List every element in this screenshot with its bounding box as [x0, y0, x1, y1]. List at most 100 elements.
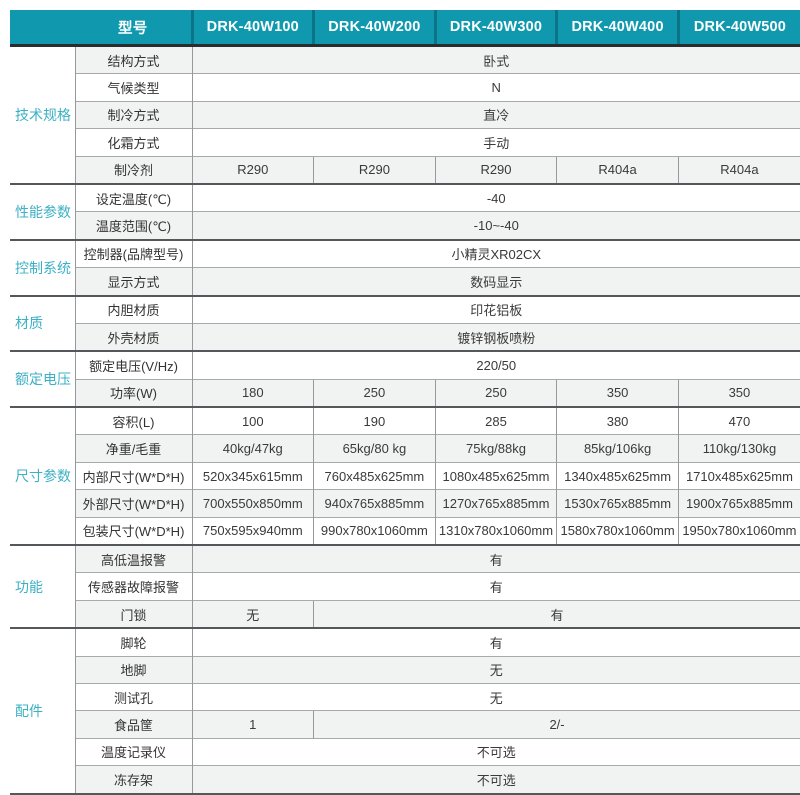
row-label: 高低温报警	[74, 544, 192, 573]
value-cell: 520x345x615mm	[191, 461, 314, 490]
table-row: 传感器故障报警有	[10, 572, 800, 601]
row-label: 结构方式	[74, 44, 192, 74]
category-label: 材质	[10, 294, 75, 352]
header-row: 型号 DRK-40W100 DRK-40W200 DRK-40W300 DRK-…	[10, 10, 800, 47]
row-label: 设定温度(℃)	[74, 182, 192, 212]
value-cell: 无	[191, 655, 800, 684]
row-label: 传感器故障报警	[74, 572, 192, 601]
table-row: 冻存架 不可选	[10, 765, 800, 794]
value-cell: N	[191, 73, 800, 102]
value-cell: 75kg/88kg	[434, 434, 557, 463]
value-cell: 不可选	[191, 765, 800, 794]
value-cell: 85kg/106kg	[556, 434, 679, 463]
value-cell: 470	[677, 406, 800, 435]
table-row: 配件 脚轮有	[10, 627, 800, 794]
table-row: 显示方式 数码显示	[10, 267, 800, 296]
model-name-header: DRK-40W500	[676, 10, 800, 47]
value-cell: 有	[191, 627, 800, 657]
table-row: 包装尺寸(W*D*H) 750x595x940mm 990x780x1060mm 13…	[10, 516, 800, 546]
value-cell: 285	[434, 406, 557, 435]
table-row: 温度记录仪 不可选	[10, 737, 800, 766]
spec-table-body: 技术规格 结构方式 卧式 气候类型 N 制冷方式 直冷 化霜方式 手动 制冷剂 R290 R290 R2…	[10, 44, 800, 794]
value-cell: 1580x780x1060mm	[556, 516, 679, 546]
row-label: 测试孔	[74, 682, 192, 711]
value-cell: 1710x485x625mm	[677, 461, 800, 490]
value-cell: 直冷	[191, 100, 800, 129]
value-cell: 110kg/130kg	[677, 434, 800, 463]
model-column-label: 型号	[75, 10, 192, 47]
table-row: 制冷剂 R290 R290 R290 R404a R404a	[10, 155, 800, 184]
value-cell: 220/50	[191, 350, 800, 380]
row-label: 外壳材质	[74, 322, 192, 352]
row-label: 容积(L)	[74, 406, 192, 435]
value-cell: 1	[191, 710, 314, 739]
spec-table: 型号 DRK-40W100 DRK-40W200 DRK-40W300 DRK-…	[10, 10, 800, 795]
table-row: 制冷方式 直冷	[10, 100, 800, 129]
table-row: 控制系统 控制器(品牌型号) 小精灵XR02CX	[10, 238, 800, 296]
header-spacer-cell	[10, 10, 75, 47]
table-row: 食品筐 1 2/-	[10, 710, 800, 739]
value-cell: 990x780x1060mm	[313, 516, 436, 546]
category-label: 功能	[10, 544, 75, 629]
row-label: 地脚	[74, 655, 192, 684]
row-label: 温度记录仪	[74, 737, 192, 766]
value-cell: 180	[191, 378, 314, 408]
model-name-header: DRK-40W100	[190, 10, 314, 47]
value-cell: 250	[434, 378, 557, 408]
table-row: 功能 高低温报警有	[10, 544, 800, 629]
value-cell: 1530x765x885mm	[556, 489, 679, 518]
row-label: 温度范围(℃)	[74, 211, 192, 240]
row-label: 内部尺寸(W*D*H)	[74, 461, 192, 490]
value-cell: 无	[191, 682, 800, 711]
value-cell: 1270x765x885mm	[434, 489, 557, 518]
row-label: 显示方式	[74, 267, 192, 296]
table-row: 技术规格 结构方式 卧式	[10, 44, 800, 184]
value-cell: 有	[313, 599, 800, 629]
value-cell: R290	[191, 155, 314, 184]
row-label: 外部尺寸(W*D*H)	[74, 489, 192, 518]
row-label: 气候类型	[74, 73, 192, 102]
value-cell: 250	[313, 378, 436, 408]
value-cell: R290	[313, 155, 436, 184]
row-label: 食品筐	[74, 710, 192, 739]
spec-table-header: 型号 DRK-40W100 DRK-40W200 DRK-40W300 DRK-…	[10, 10, 800, 47]
value-cell: 1950x780x1060mm	[677, 516, 800, 546]
value-cell: 1080x485x625mm	[434, 461, 557, 490]
value-cell: 有	[191, 544, 800, 573]
value-cell: 100	[191, 406, 314, 435]
model-name-header: DRK-40W300	[433, 10, 557, 47]
value-cell: 小精灵XR02CX	[191, 238, 800, 268]
table-row: 功率(W) 180 250 250 350 350	[10, 378, 800, 408]
value-cell: R290	[434, 155, 557, 184]
table-row: 外壳材质 镀锌钢板喷粉	[10, 322, 800, 352]
value-cell: 760x485x625mm	[313, 461, 436, 490]
row-label: 净重/毛重	[74, 434, 192, 463]
table-row: 测试孔无	[10, 682, 800, 711]
row-label: 制冷方式	[74, 100, 192, 129]
value-cell: 380	[556, 406, 679, 435]
value-cell: 65kg/80 kg	[313, 434, 436, 463]
value-cell: 镀锌钢板喷粉	[191, 322, 800, 352]
value-cell: 1900x765x885mm	[677, 489, 800, 518]
table-row: 材质 内胆材质 印花铝板	[10, 294, 800, 352]
row-label: 门锁	[74, 599, 192, 629]
value-cell: 数码显示	[191, 267, 800, 296]
row-label: 功率(W)	[74, 378, 192, 408]
model-name-header: DRK-40W400	[555, 10, 679, 47]
value-cell: 700x550x850mm	[191, 489, 314, 518]
table-row: 气候类型 N	[10, 73, 800, 102]
row-label: 脚轮	[74, 627, 192, 657]
table-row: 净重/毛重 40kg/47kg 65kg/80 kg 75kg/88kg 85kg/10…	[10, 434, 800, 463]
value-cell: 无	[191, 599, 314, 629]
value-cell: 印花铝板	[191, 294, 800, 324]
value-cell: 750x595x940mm	[191, 516, 314, 546]
table-row: 额定电压 额定电压(V/Hz) 220/50	[10, 350, 800, 408]
category-label: 技术规格	[10, 44, 75, 184]
row-label: 控制器(品牌型号)	[74, 238, 192, 268]
row-label: 化霜方式	[74, 128, 192, 157]
table-row: 尺寸参数 容积(L) 100 190 285 380 470	[10, 406, 800, 546]
category-label: 控制系统	[10, 238, 75, 296]
value-cell: 有	[191, 572, 800, 601]
category-label: 性能参数	[10, 182, 75, 240]
